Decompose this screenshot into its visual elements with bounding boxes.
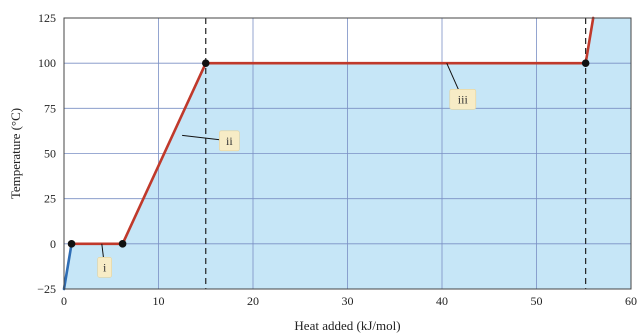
x-tick-label: 10	[153, 294, 165, 308]
annotation-label-box	[97, 257, 112, 278]
x-tick-label: 30	[342, 294, 354, 308]
marker-layer	[67, 59, 590, 248]
annotation-label: iii	[458, 92, 469, 106]
x-tick-label: 0	[61, 294, 67, 308]
data-point-marker	[118, 240, 127, 248]
annotation-label-box	[219, 130, 240, 152]
data-point-marker	[581, 59, 590, 67]
y-tick-label: 0	[50, 237, 56, 251]
x-axis-title: Heat added (kJ/mol)	[294, 318, 400, 333]
y-tick-label: 25	[44, 192, 56, 206]
curve-segment	[584, 16, 595, 65]
y-tick-label: 100	[38, 56, 56, 70]
x-tick-label: 60	[625, 294, 637, 308]
y-tick-label: 125	[38, 11, 56, 25]
curve-segment	[62, 242, 73, 291]
tick-label-layer: 0 10 20 30 40 50 60 −25 0 25 50 75 100 125	[37, 11, 637, 308]
y-tick-label: 50	[44, 147, 56, 161]
data-point-marker	[67, 240, 76, 248]
curve-segment	[121, 61, 208, 246]
x-tick-label: 20	[247, 294, 259, 308]
y-axis-title: Temperature (°C)	[8, 108, 23, 199]
x-tick-label: 50	[531, 294, 543, 308]
series-line-layer	[62, 16, 595, 291]
annotation-label-box	[449, 89, 477, 110]
annotation-label: i	[103, 260, 107, 274]
y-tick-label: 75	[44, 101, 56, 115]
data-point-marker	[201, 59, 210, 67]
annotation-label: ii	[226, 134, 233, 148]
plot-frame	[63, 17, 632, 290]
x-tick-label: 40	[436, 294, 448, 308]
y-tick-label: −25	[37, 282, 56, 296]
